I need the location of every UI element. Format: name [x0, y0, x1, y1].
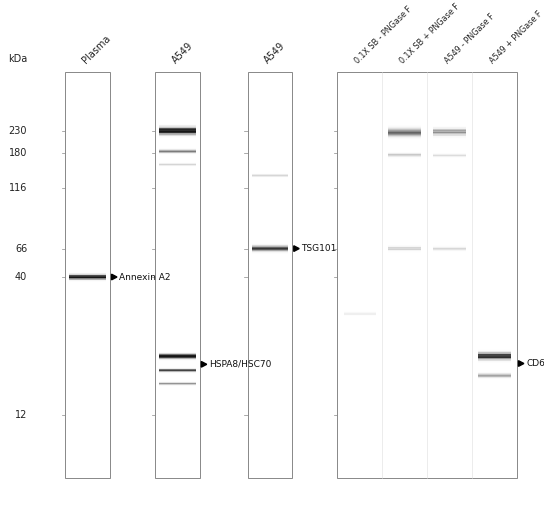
Text: HSPA8/HSC70: HSPA8/HSC70	[209, 360, 271, 369]
Polygon shape	[201, 361, 207, 367]
Text: 40: 40	[15, 272, 27, 282]
Bar	[65, 72, 110, 478]
Text: A549: A549	[263, 41, 288, 66]
Text: A549 + PNGase F: A549 + PNGase F	[488, 10, 544, 66]
Text: A549 - PNGase F: A549 - PNGase F	[443, 12, 497, 66]
Text: 0.1X SB - PNGase F: 0.1X SB - PNGase F	[354, 5, 414, 66]
Text: CD63: CD63	[526, 359, 544, 368]
Polygon shape	[518, 361, 524, 366]
Text: 12: 12	[15, 410, 27, 420]
Text: 66: 66	[15, 244, 27, 253]
Polygon shape	[294, 246, 299, 251]
Bar	[337, 72, 517, 478]
Text: 116: 116	[9, 182, 27, 193]
Text: Annexin A2: Annexin A2	[119, 272, 171, 282]
Text: A549: A549	[170, 41, 195, 66]
Polygon shape	[112, 274, 117, 280]
Text: 0.1X SB + PNGase F: 0.1X SB + PNGase F	[398, 3, 462, 66]
Text: TSG101: TSG101	[301, 244, 337, 253]
Text: kDa: kDa	[8, 54, 27, 64]
Text: Plasma: Plasma	[81, 34, 113, 66]
Bar	[248, 72, 292, 478]
Bar	[155, 72, 200, 478]
Text: 230: 230	[9, 126, 27, 136]
Text: 180: 180	[9, 148, 27, 158]
